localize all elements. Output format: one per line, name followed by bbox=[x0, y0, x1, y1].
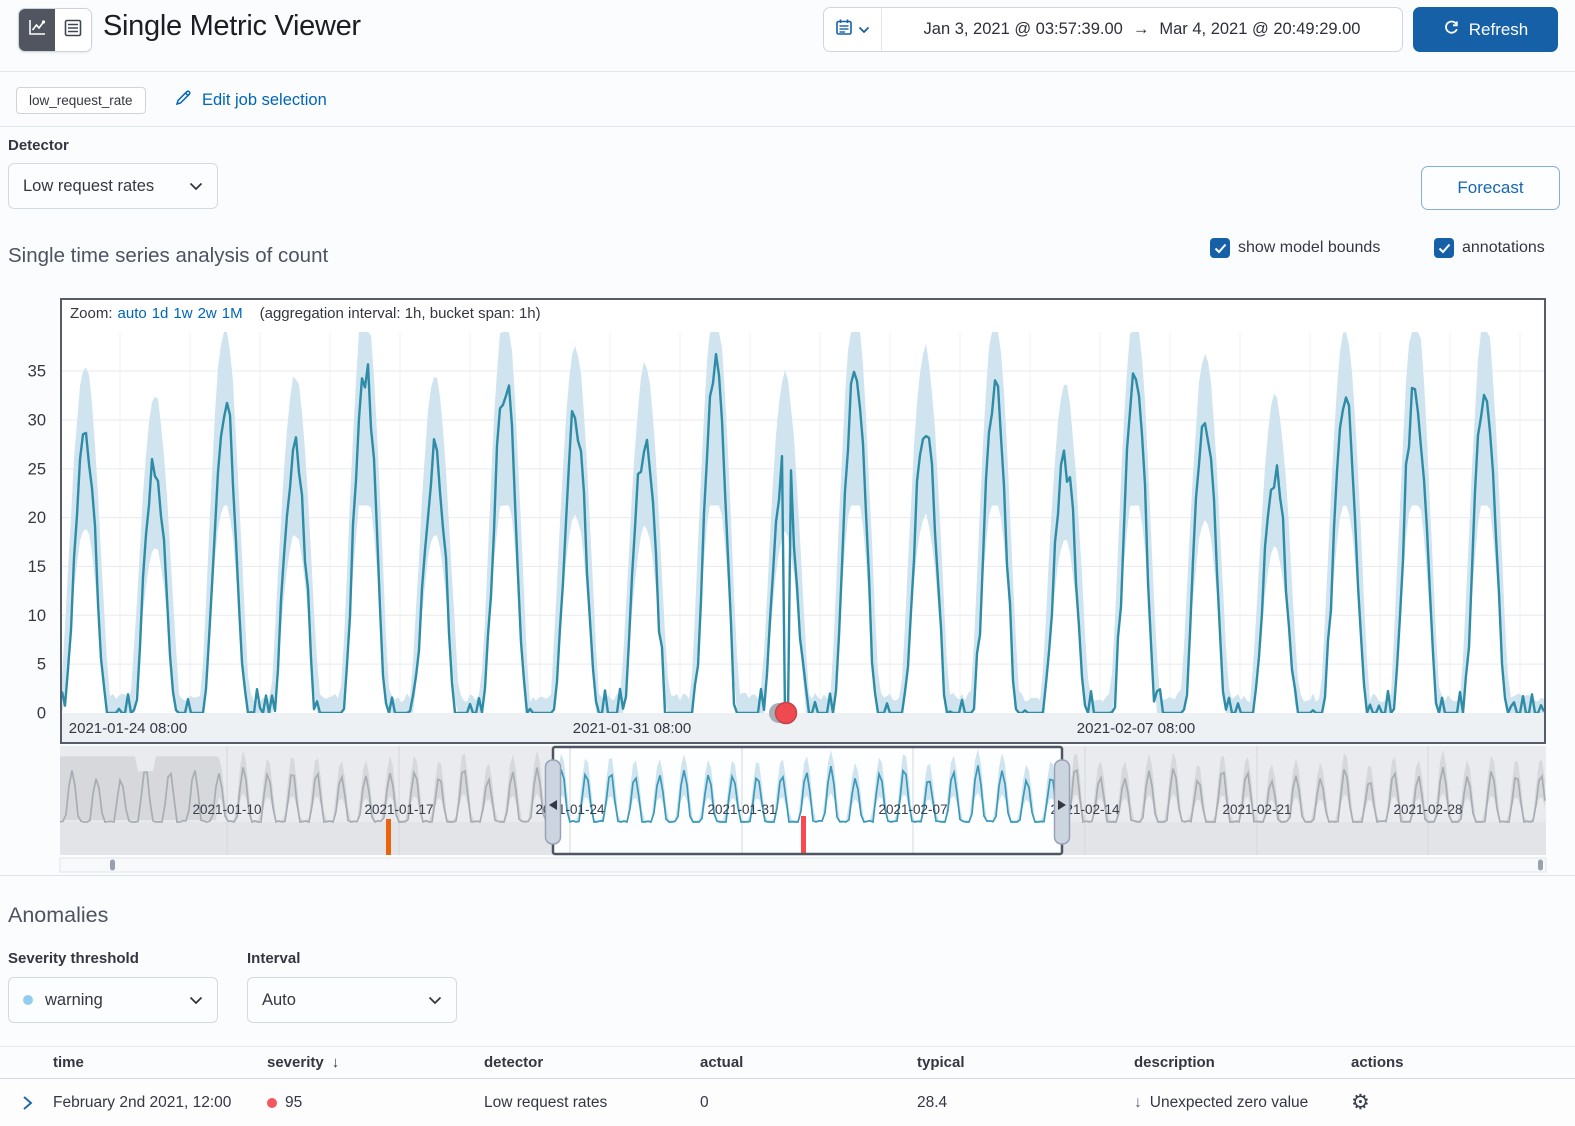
cell-description: ↓ Unexpected zero value bbox=[1134, 1093, 1309, 1111]
calendar-icon bbox=[835, 18, 853, 41]
svg-text:2021-01-17: 2021-01-17 bbox=[364, 802, 433, 817]
table-view-toggle-button[interactable] bbox=[55, 9, 91, 51]
gear-icon[interactable]: ⚙ bbox=[1351, 1091, 1370, 1114]
job-row-divider bbox=[0, 126, 1575, 127]
detector-select[interactable]: Low request rates bbox=[8, 163, 218, 209]
annotations-label: annotations bbox=[1462, 239, 1545, 256]
edit-job-selection-label: Edit job selection bbox=[202, 90, 327, 109]
col-time[interactable]: time bbox=[53, 1054, 84, 1071]
svg-text:5: 5 bbox=[37, 656, 46, 674]
svg-text:2021-01-31: 2021-01-31 bbox=[707, 802, 776, 817]
chart-view-toggle-button[interactable] bbox=[19, 9, 55, 51]
line-chart-icon bbox=[26, 17, 48, 44]
start-date[interactable]: Jan 3, 2021 @ 03:57:39.00 bbox=[923, 20, 1123, 38]
header-divider bbox=[0, 71, 1575, 72]
brush-handle bbox=[544, 759, 562, 845]
svg-text:25: 25 bbox=[28, 460, 46, 478]
anomalies-table: time severity ↓ detector actual typical d… bbox=[0, 1046, 1575, 1126]
end-date[interactable]: Mar 4, 2021 @ 20:49:29.00 bbox=[1159, 20, 1361, 38]
cell-actions: ⚙ bbox=[1346, 1090, 1575, 1115]
table-icon bbox=[62, 17, 84, 44]
brush-handle bbox=[1053, 759, 1071, 845]
svg-text:15: 15 bbox=[28, 558, 46, 576]
zoom-option-auto[interactable]: auto bbox=[117, 305, 147, 322]
svg-text:30: 30 bbox=[28, 411, 46, 429]
date-range-picker: Jan 3, 2021 @ 03:57:39.00 → Mar 4, 2021 … bbox=[823, 7, 1403, 52]
detector-select-value: Low request rates bbox=[23, 176, 155, 195]
severity-critical-dot bbox=[267, 1097, 277, 1108]
cell-severity: 95 bbox=[262, 1094, 479, 1112]
job-badge[interactable]: low_request_rate bbox=[16, 87, 146, 114]
svg-text:2021-02-21: 2021-02-21 bbox=[1222, 802, 1291, 817]
chevron-down-icon bbox=[189, 991, 203, 1010]
refresh-icon bbox=[1443, 19, 1460, 41]
date-range-display[interactable]: Jan 3, 2021 @ 03:57:39.00 → Mar 4, 2021 … bbox=[882, 8, 1402, 51]
timeseries-chart[interactable]: 2021-01-24 08:00 2021-01-31 08:00 2021-02-… bbox=[0, 298, 1575, 876]
cell-time: February 2nd 2021, 12:00 bbox=[53, 1093, 232, 1111]
interval-value: Auto bbox=[262, 990, 296, 1009]
col-actual[interactable]: actual bbox=[700, 1054, 744, 1071]
svg-text:2021-01-24 08:00: 2021-01-24 08:00 bbox=[69, 720, 187, 737]
zoom-option-2w[interactable]: 2w bbox=[197, 305, 217, 322]
checkbox-checked-icon[interactable] bbox=[1210, 238, 1230, 258]
arrow-right-icon: → bbox=[1132, 20, 1150, 38]
show-model-bounds-label: show model bounds bbox=[1238, 239, 1381, 256]
anomalies-heading: Anomalies bbox=[8, 903, 109, 927]
col-severity[interactable]: severity ↓ bbox=[267, 1054, 340, 1071]
series-section-heading: Single time series analysis of count bbox=[8, 244, 329, 267]
interval-label: Interval bbox=[247, 950, 301, 967]
arrow-down-icon: ↓ bbox=[1134, 1093, 1142, 1111]
col-typical[interactable]: typical bbox=[917, 1054, 965, 1071]
table-row: February 2nd 2021, 12:00 95 Low request … bbox=[0, 1079, 1575, 1126]
pencil-icon bbox=[174, 88, 193, 112]
interval-select[interactable]: Auto bbox=[247, 977, 457, 1023]
cell-detector: Low request rates bbox=[484, 1093, 608, 1111]
svg-text:2021-02-07: 2021-02-07 bbox=[878, 802, 947, 817]
refresh-button[interactable]: Refresh bbox=[1413, 7, 1558, 52]
svg-text:35: 35 bbox=[28, 363, 46, 381]
zoom-controls: Zoom: auto 1d 1w 2w 1M (aggregation inte… bbox=[70, 305, 541, 322]
svg-text:2021-02-07 08:00: 2021-02-07 08:00 bbox=[1077, 720, 1195, 737]
chevron-right-icon bbox=[22, 1095, 32, 1110]
col-detector[interactable]: detector bbox=[484, 1054, 544, 1071]
chart-bottom-divider bbox=[0, 875, 1575, 876]
anomalies-table-header: time severity ↓ detector actual typical d… bbox=[0, 1047, 1575, 1079]
chevron-down-icon bbox=[428, 991, 442, 1010]
view-toggle-group bbox=[18, 8, 92, 52]
chevron-down-icon bbox=[858, 21, 870, 39]
annotations-checkbox-row[interactable]: annotations bbox=[1434, 238, 1545, 258]
page-title: Single Metric Viewer bbox=[103, 10, 361, 42]
svg-text:2021-01-31 08:00: 2021-01-31 08:00 bbox=[573, 720, 691, 737]
calendar-dropdown-button[interactable] bbox=[824, 8, 882, 51]
edit-job-selection-link[interactable]: Edit job selection bbox=[174, 88, 327, 112]
svg-text:2021-01-10: 2021-01-10 bbox=[192, 802, 261, 817]
zoom-option-1d[interactable]: 1d bbox=[151, 305, 169, 322]
checkbox-checked-icon[interactable] bbox=[1434, 238, 1454, 258]
forecast-button[interactable]: Forecast bbox=[1421, 166, 1560, 210]
severity-threshold-select[interactable]: warning bbox=[8, 977, 218, 1023]
zoom-option-1M[interactable]: 1M bbox=[221, 305, 243, 322]
anomaly-marker-dot bbox=[774, 701, 798, 725]
severity-threshold-value: warning bbox=[45, 990, 103, 1009]
col-description[interactable]: description bbox=[1134, 1054, 1215, 1071]
sort-desc-icon: ↓ bbox=[331, 1054, 340, 1071]
show-model-bounds-checkbox-row[interactable]: show model bounds bbox=[1210, 238, 1380, 258]
aggregation-note: (aggregation interval: 1h, bucket span: … bbox=[259, 305, 541, 322]
svg-text:20: 20 bbox=[28, 509, 46, 527]
refresh-label: Refresh bbox=[1468, 19, 1529, 39]
cell-typical: 28.4 bbox=[917, 1093, 948, 1111]
zoom-label: Zoom: bbox=[70, 305, 113, 322]
detector-label: Detector bbox=[8, 137, 69, 154]
svg-text:10: 10 bbox=[28, 607, 46, 625]
severity-warning-dot bbox=[23, 995, 33, 1005]
col-actions: actions bbox=[1351, 1054, 1404, 1071]
row-expand-button[interactable] bbox=[0, 1095, 48, 1111]
cell-actual: 0 bbox=[700, 1093, 709, 1111]
svg-text:2021-02-28: 2021-02-28 bbox=[1393, 802, 1462, 817]
svg-text:0: 0 bbox=[37, 705, 46, 723]
severity-threshold-label: Severity threshold bbox=[8, 950, 139, 967]
zoom-option-1w[interactable]: 1w bbox=[173, 305, 193, 322]
chevron-down-icon bbox=[189, 177, 203, 196]
